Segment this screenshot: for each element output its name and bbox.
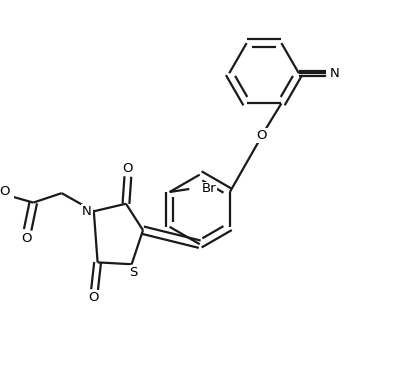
Text: N: N [330,67,339,80]
Text: O: O [0,185,10,198]
Text: Br: Br [201,182,216,195]
Text: N: N [82,205,92,218]
Text: O: O [122,162,133,174]
Text: S: S [129,266,138,279]
Text: O: O [257,129,267,142]
Text: O: O [88,291,99,304]
Text: O: O [21,232,32,245]
